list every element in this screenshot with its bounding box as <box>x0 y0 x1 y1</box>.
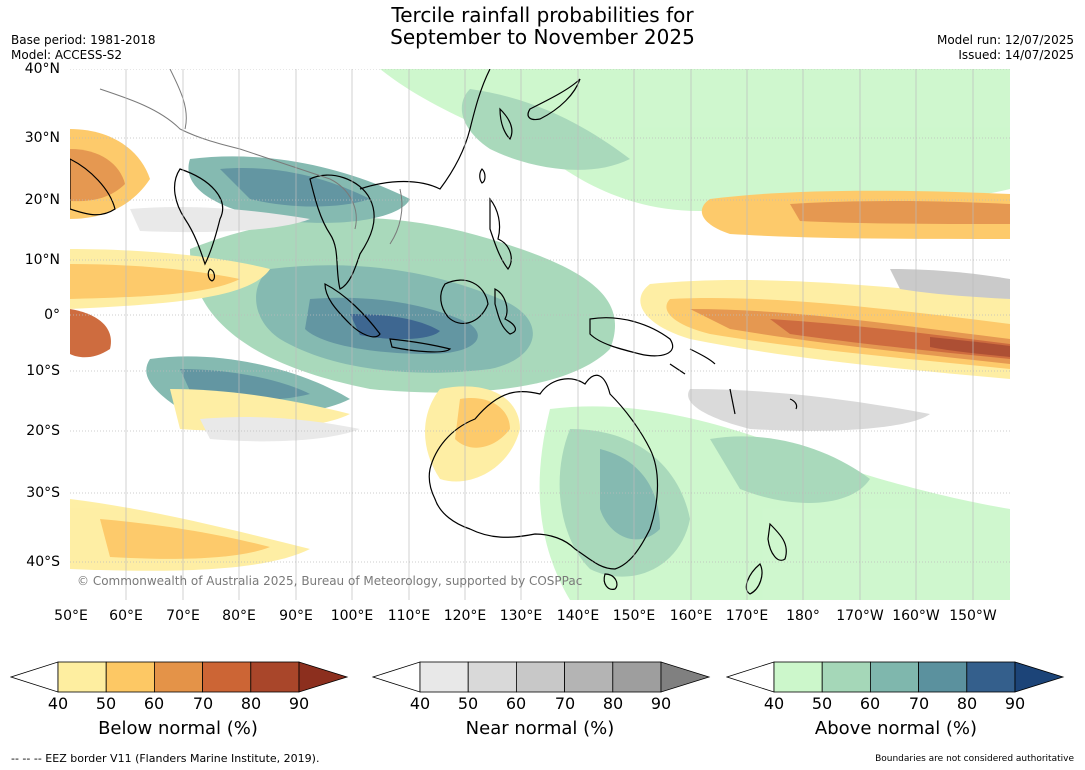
colorbar-segment <box>250 661 300 693</box>
base-period: Base period: 1981-2018 <box>11 33 156 47</box>
colorbar-segment <box>202 661 252 693</box>
lat-label: 40°N <box>24 61 60 77</box>
lon-label: 60°E <box>109 608 143 624</box>
colorbar-tick: 60 <box>143 694 165 713</box>
colorbar-segment <box>966 661 1016 693</box>
lat-label: 30°N <box>24 130 60 146</box>
colorbar-tick: 80 <box>956 694 978 713</box>
colorbar-segment <box>869 661 919 693</box>
colorbar-tick: 40 <box>763 694 785 713</box>
colorbar-tick: 70 <box>554 694 576 713</box>
borders <box>99 69 403 245</box>
colorbar-tick: 40 <box>47 694 69 713</box>
colorbar-tick: 90 <box>650 694 672 713</box>
colorbar-tick: 40 <box>409 694 431 713</box>
colorbar-extend-high <box>660 661 711 693</box>
colorbar-tick: 60 <box>505 694 527 713</box>
lat-label: 10°S <box>26 363 60 379</box>
title-line-1: Tercile rainfall probabilities for <box>391 3 694 27</box>
title-line-2: September to November 2025 <box>390 25 695 49</box>
copyright-notice: © Commonwealth of Australia 2025, Bureau… <box>77 574 583 588</box>
colorbar-near-normal <box>372 661 711 693</box>
lon-label: 150°W <box>949 608 997 624</box>
colorbar-title-near: Near normal (%) <box>465 718 615 739</box>
colorbar-extend-high <box>298 661 349 693</box>
colorbar-tick: 90 <box>1004 694 1026 713</box>
colorbar-extend-low <box>726 661 775 693</box>
model-name: Model: ACCESS-S2 <box>11 48 123 62</box>
lon-label: 100°E <box>330 608 374 624</box>
colorbar-segment <box>153 661 203 693</box>
lon-label: 170°E <box>725 608 769 624</box>
model-run: Model run: 12/07/2025 <box>936 33 1074 47</box>
meta-left: Base period: 1981-2018 Model: ACCESS-S2 <box>11 33 156 63</box>
colorbar-tick: 60 <box>859 694 881 713</box>
colorbar-tick: 50 <box>457 694 479 713</box>
colorbar-tick: 90 <box>288 694 310 713</box>
lon-label: 120°E <box>443 608 487 624</box>
eez-legend: -- -- -- EEZ border V11 (Flanders Marine… <box>11 752 320 765</box>
colorbar-tick: 50 <box>811 694 833 713</box>
colorbar-segment <box>564 661 614 693</box>
colorbar-extend-low <box>372 661 421 693</box>
colorbar-segment <box>419 661 469 693</box>
colorbar-extend-high <box>1014 661 1065 693</box>
lat-label: 40°S <box>26 554 60 570</box>
lat-label: 30°S <box>26 485 60 501</box>
colorbar-segment <box>467 661 517 693</box>
lat-label: 20°N <box>24 192 60 208</box>
colorbar-title-above: Above normal (%) <box>814 718 978 739</box>
lat-label: 10°N <box>24 252 60 268</box>
lon-label: 160°E <box>669 608 713 624</box>
colorbar-segment <box>612 661 662 693</box>
lon-label: 170°W <box>836 608 884 624</box>
colorbar-above-normal <box>726 661 1065 693</box>
colorbar-tick: 50 <box>95 694 117 713</box>
lat-label: 0° <box>44 307 60 323</box>
colorbar-segment <box>57 661 107 693</box>
colorbar-segment <box>918 661 968 693</box>
lon-label: 110°E <box>387 608 431 624</box>
colorbar-segment <box>773 661 823 693</box>
lon-label: 90°E <box>279 608 313 624</box>
colorbar-title-below: Below normal (%) <box>98 718 258 739</box>
colorbar-segment <box>515 661 565 693</box>
lon-label: 50°E <box>54 608 88 624</box>
colorbar-segment <box>821 661 871 693</box>
colorbar-extend-low <box>10 661 59 693</box>
lon-label: 130°E <box>499 608 543 624</box>
lon-label: 160°W <box>892 608 940 624</box>
colorbar-segment <box>105 661 155 693</box>
boundary-disclaimer: Boundaries are not considered authoritat… <box>875 754 1074 764</box>
colorbar-below-normal <box>10 661 349 693</box>
meta-right: Model run: 12/07/2025 Issued: 14/07/2025 <box>937 33 1074 63</box>
lon-label: 140°E <box>556 608 600 624</box>
colorbar-tick: 70 <box>192 694 214 713</box>
issued-date: Issued: 14/07/2025 <box>958 48 1074 62</box>
lon-label: 150°E <box>612 608 656 624</box>
rainfall-map <box>70 69 1010 600</box>
lon-label: 80°E <box>222 608 256 624</box>
colorbar-tick: 70 <box>908 694 930 713</box>
colorbar-tick: 80 <box>240 694 262 713</box>
map-canvas <box>70 69 1010 600</box>
map-title: Tercile rainfall probabilities for Septe… <box>0 4 1085 48</box>
lat-label: 20°S <box>26 423 60 439</box>
colorbar-tick: 80 <box>602 694 624 713</box>
lon-label: 70°E <box>166 608 200 624</box>
lon-label: 180° <box>786 608 820 624</box>
graticule <box>70 69 1010 563</box>
